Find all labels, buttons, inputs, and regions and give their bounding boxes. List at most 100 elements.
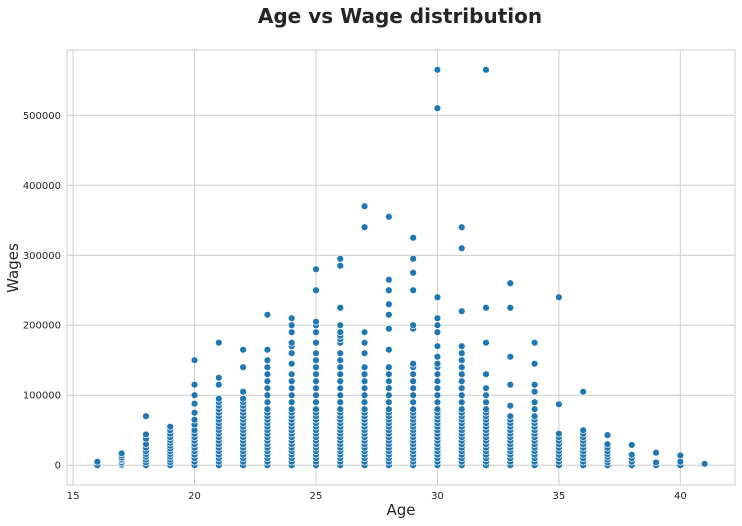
data-point <box>360 391 369 399</box>
data-point <box>215 374 223 382</box>
data-point <box>360 339 369 347</box>
data-point <box>482 370 490 378</box>
y-tick-label: 400000 <box>23 181 61 192</box>
data-point <box>360 349 369 357</box>
data-point <box>312 405 320 413</box>
data-point <box>458 363 466 371</box>
data-point <box>385 325 393 333</box>
data-point <box>555 430 563 438</box>
data-point <box>530 412 539 420</box>
data-point <box>336 384 344 392</box>
data-point <box>287 398 296 406</box>
data-point <box>409 286 417 294</box>
data-point <box>336 321 344 329</box>
data-point <box>433 328 442 336</box>
data-point <box>506 279 515 287</box>
data-point <box>530 388 539 396</box>
data-point <box>312 391 320 399</box>
data-point <box>433 377 442 385</box>
data-point <box>385 300 393 308</box>
data-point <box>215 339 223 347</box>
data-point <box>312 370 320 378</box>
data-point <box>433 104 442 112</box>
data-point <box>409 255 417 263</box>
data-point <box>458 391 466 399</box>
data-point <box>336 349 344 357</box>
data-point <box>409 384 417 392</box>
data-point <box>433 405 442 413</box>
data-point <box>409 377 417 385</box>
data-point <box>360 384 369 392</box>
data-point <box>433 314 442 322</box>
data-point <box>117 449 126 458</box>
data-point <box>263 363 272 371</box>
data-point <box>287 370 296 378</box>
data-point <box>652 448 660 457</box>
data-point <box>287 384 296 392</box>
data-point <box>312 398 320 406</box>
data-point <box>579 426 587 434</box>
data-point <box>628 441 636 449</box>
data-point <box>409 370 417 378</box>
data-point <box>263 356 272 364</box>
data-point <box>530 381 539 389</box>
data-point <box>433 321 442 329</box>
data-point <box>312 328 320 336</box>
data-point <box>215 395 223 403</box>
data-point <box>312 384 320 392</box>
data-point <box>360 377 369 385</box>
data-point <box>433 360 442 368</box>
data-point <box>263 391 272 399</box>
data-point <box>287 405 296 413</box>
data-point <box>385 377 393 385</box>
data-point <box>433 342 442 350</box>
chart-title: Age vs Wage distribution <box>258 4 542 28</box>
data-point <box>287 349 296 357</box>
data-point <box>385 384 393 392</box>
data-point <box>142 430 150 439</box>
data-point <box>385 346 393 354</box>
data-point <box>482 391 490 399</box>
data-point <box>506 402 515 410</box>
data-point <box>409 391 417 399</box>
data-point <box>360 405 369 413</box>
y-axis-label: Wages <box>4 243 22 293</box>
data-point <box>190 416 199 424</box>
data-point <box>287 360 296 368</box>
data-point <box>312 349 320 357</box>
data-point <box>336 363 344 371</box>
data-point <box>530 360 539 368</box>
data-point <box>360 223 369 231</box>
data-point <box>385 391 393 399</box>
data-point <box>312 363 320 371</box>
y-tick-label: 300000 <box>23 251 61 262</box>
data-point <box>458 405 466 413</box>
data-point <box>385 276 393 284</box>
data-point <box>336 304 344 312</box>
data-point <box>336 328 344 336</box>
data-point <box>676 451 685 460</box>
data-point <box>506 353 515 361</box>
data-point <box>433 391 442 399</box>
data-point <box>312 286 320 294</box>
data-point <box>603 431 612 439</box>
data-point <box>603 440 612 448</box>
data-point <box>530 339 539 347</box>
data-point <box>263 346 272 354</box>
data-point <box>239 395 247 403</box>
data-point <box>409 234 417 242</box>
data-point <box>506 412 515 420</box>
data-point <box>482 398 490 406</box>
y-tick-label: 0 <box>55 461 61 472</box>
x-tick-label: 40 <box>674 491 687 502</box>
grid-lines <box>67 50 735 485</box>
data-point <box>312 265 320 273</box>
data-point <box>555 400 563 409</box>
data-point <box>287 328 296 336</box>
data-point <box>458 244 466 252</box>
x-tick-label: 25 <box>310 491 323 502</box>
data-point <box>458 349 466 357</box>
data-point <box>458 398 466 406</box>
data-point <box>312 339 320 347</box>
